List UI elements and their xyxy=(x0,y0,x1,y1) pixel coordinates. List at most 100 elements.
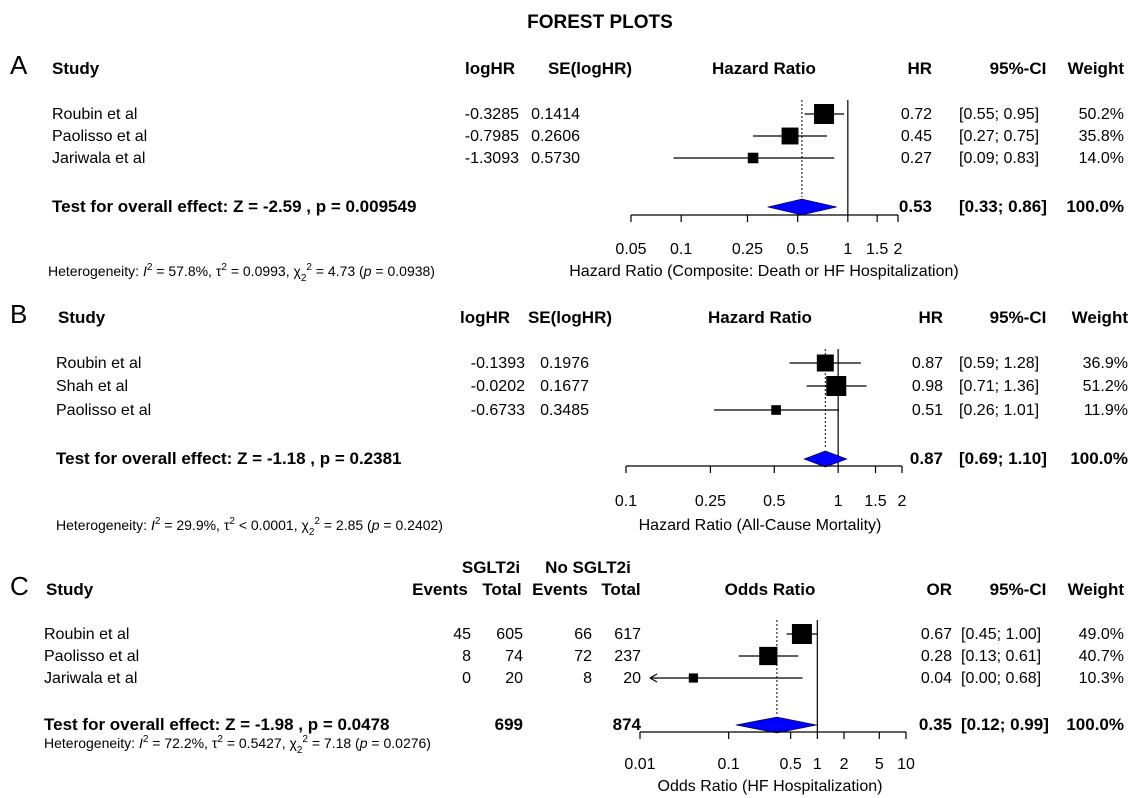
study-estimate: 0.28 xyxy=(921,648,952,665)
study-estimate: 0.04 xyxy=(921,670,952,687)
study-ci: [0.45; 1.00] xyxy=(961,626,1041,643)
column-header-estimate: HR xyxy=(907,59,932,78)
group-header: SGLT2i xyxy=(462,558,520,577)
study-ci: [0.13; 0.61] xyxy=(961,648,1041,665)
overall-effect-test: Test for overall effect: Z = -1.98 , p =… xyxy=(44,715,390,734)
study-value-c1: 45 xyxy=(453,626,471,643)
column-header-study: Study xyxy=(58,308,106,327)
study-name: Shah et al xyxy=(56,378,128,395)
study-weight: 14.0% xyxy=(1079,150,1124,167)
study-name: Roubin et al xyxy=(44,626,129,643)
x-tick-label: 0.1 xyxy=(718,756,740,773)
x-tick-label: 1.5 xyxy=(864,493,886,510)
column-header-c3: Events xyxy=(532,580,588,599)
study-effect-marker xyxy=(781,127,799,145)
overall-ci: [0.12; 0.99] xyxy=(961,715,1049,734)
pooled-effect-diamond xyxy=(735,716,818,734)
heterogeneity-statistics: Heterogeneity: I2 = 57.8%, τ2 = 0.0993, … xyxy=(48,262,435,284)
study-weight: 49.0% xyxy=(1079,626,1124,643)
column-header-study: Study xyxy=(46,580,94,599)
study-weight: 35.8% xyxy=(1079,128,1124,145)
study-estimate: 0.98 xyxy=(912,378,943,395)
study-ci: [0.00; 0.68] xyxy=(961,670,1041,687)
overall-row: Test for overall effect: Z = -2.59 , p =… xyxy=(52,197,1124,216)
overall-estimate: 0.87 xyxy=(910,449,943,468)
study-value-c2: 74 xyxy=(505,648,523,665)
overall-weight: 100.0% xyxy=(1066,715,1124,734)
study-row: Jariwala et al -1.3093 0.5730 0.27 [0.09; 0.… xyxy=(52,150,1124,167)
column-header-col1: logHR xyxy=(460,308,510,327)
x-axis-label: Hazard Ratio (Composite: Death or HF Hos… xyxy=(569,263,958,280)
study-value-c1: 0 xyxy=(462,670,471,687)
x-tick-label: 2 xyxy=(894,241,903,258)
study-value-c3: 8 xyxy=(583,670,592,687)
column-header-weight: Weight xyxy=(1072,308,1129,327)
overall-weight: 100.0% xyxy=(1066,197,1124,216)
study-ci: [0.26; 1.01] xyxy=(959,402,1039,419)
study-value-col1: -0.6733 xyxy=(471,402,525,419)
study-value-c4: 617 xyxy=(614,626,641,643)
study-name: Jariwala et al xyxy=(44,670,137,687)
study-value-c3: 72 xyxy=(574,648,592,665)
study-weight: 50.2% xyxy=(1079,106,1124,123)
study-effect-marker xyxy=(747,152,759,164)
study-ci: [0.55; 0.95] xyxy=(959,106,1039,123)
study-weight: 11.9% xyxy=(1084,402,1128,419)
study-value-col2: 0.5730 xyxy=(531,150,580,167)
study-effect-marker xyxy=(814,104,835,124)
column-header-col1: logHR xyxy=(465,59,515,78)
study-name: Paolisso et al xyxy=(56,402,151,419)
study-value-col1: -0.1393 xyxy=(471,355,525,372)
column-header-plot: Odds Ratio xyxy=(725,580,816,599)
overall-estimate: 0.35 xyxy=(919,715,952,734)
study-row: Shah et al -0.0202 0.1677 0.98 [0.71; 1.36] 5… xyxy=(56,376,1128,396)
study-effect-marker xyxy=(759,646,778,666)
column-header-c4: Total xyxy=(601,580,640,599)
heterogeneity-statistics: Heterogeneity: I2 = 29.9%, τ2 < 0.0001, … xyxy=(56,516,443,538)
study-weight: 10.3% xyxy=(1079,670,1124,687)
study-weight: 40.7% xyxy=(1079,648,1124,665)
column-header-plot: Hazard Ratio xyxy=(708,308,812,327)
study-ci: [0.27; 0.75] xyxy=(959,128,1039,145)
ci-arrow-left xyxy=(649,673,658,683)
study-effect-marker xyxy=(791,624,812,644)
column-header-plot: Hazard Ratio xyxy=(712,59,816,78)
x-tick-label: 0.5 xyxy=(787,241,809,258)
study-name: Roubin et al xyxy=(52,106,137,123)
column-header-estimate: HR xyxy=(918,308,943,327)
study-value-col2: 0.1976 xyxy=(540,355,589,372)
study-row: Jariwala et al 0 20 8 20 0.04 [0.00; 0.68] 10.3… xyxy=(44,670,1124,687)
study-estimate: 0.67 xyxy=(921,626,952,643)
x-tick-label: 10 xyxy=(897,756,915,773)
overall-effect-test: Test for overall effect: Z = -2.59 , p =… xyxy=(52,197,416,216)
study-estimate: 0.45 xyxy=(901,128,932,145)
overall-effect-test: Test for overall effect: Z = -1.18 , p =… xyxy=(56,449,402,468)
group-header: No SGLT2i xyxy=(545,558,631,577)
study-value-col2: 0.1677 xyxy=(540,378,589,395)
study-value-col2: 0.3485 xyxy=(540,402,589,419)
column-header-weight: Weight xyxy=(1068,580,1125,599)
x-tick-label: 2 xyxy=(840,756,849,773)
study-name: Jariwala et al xyxy=(52,150,145,167)
overall-ci: [0.69; 1.10] xyxy=(959,449,1047,468)
study-estimate: 0.72 xyxy=(901,106,932,123)
column-header-ci: 95%-CI xyxy=(990,580,1047,599)
column-header-col2: SE(logHR) xyxy=(528,308,612,327)
column-header-weight: Weight xyxy=(1068,59,1125,78)
study-row: Roubin et al -0.1393 0.1976 0.87 [0.59; 1.28… xyxy=(56,354,1128,372)
x-tick-label: 0.1 xyxy=(615,493,637,510)
study-value-col1: -0.3285 xyxy=(465,106,519,123)
study-effect-marker xyxy=(771,405,781,415)
study-name: Roubin et al xyxy=(56,355,141,372)
column-header-ci: 95%-CI xyxy=(990,59,1047,78)
x-tick-label: 5 xyxy=(875,756,884,773)
pooled-effect-diamond xyxy=(803,450,848,468)
x-tick-label: 0.05 xyxy=(615,241,646,258)
x-tick-label: 0.5 xyxy=(763,493,785,510)
x-axis-label: Hazard Ratio (All-Cause Mortality) xyxy=(639,517,882,534)
study-ci: [0.59; 1.28] xyxy=(959,355,1039,372)
column-header-c1: Events xyxy=(412,580,468,599)
column-header-col2: SE(logHR) xyxy=(548,59,632,78)
heterogeneity-statistics: Heterogeneity: I2 = 72.2%, τ2 = 0.5427, … xyxy=(44,734,431,756)
